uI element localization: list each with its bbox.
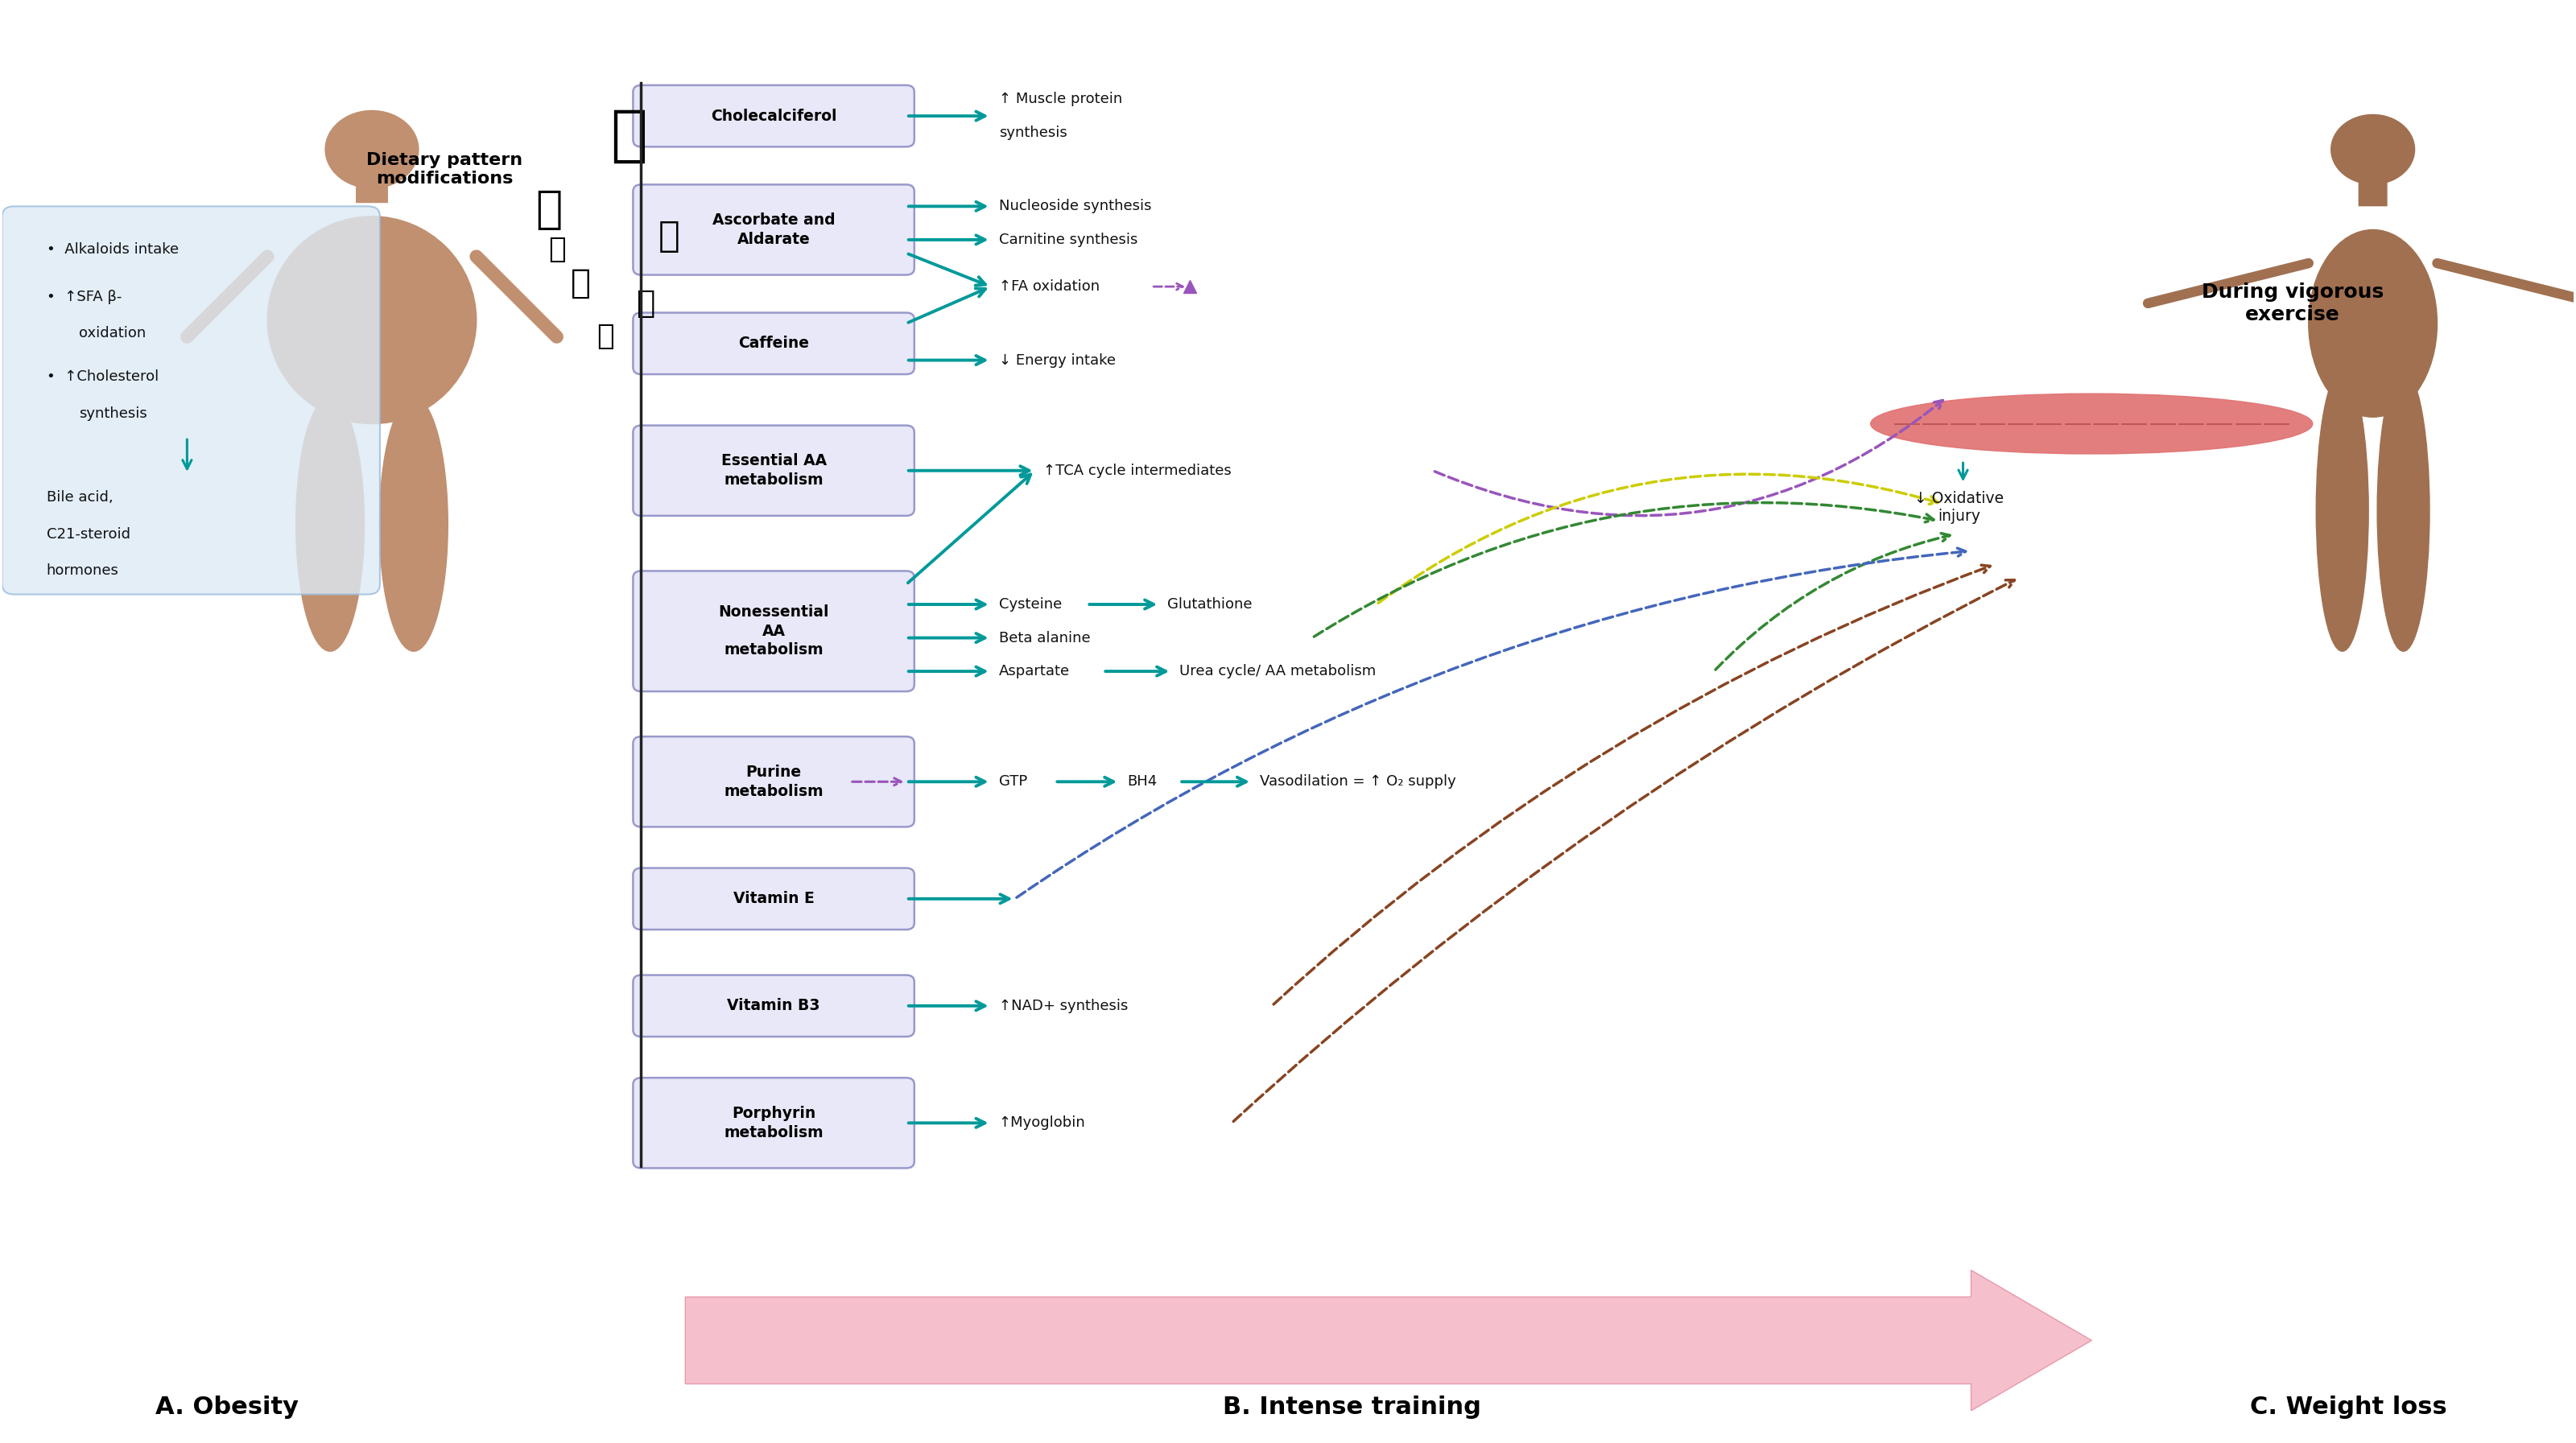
Text: Porphyrin
metabolism: Porphyrin metabolism: [724, 1105, 824, 1140]
FancyBboxPatch shape: [634, 185, 914, 274]
Text: 🐟: 🐟: [572, 267, 590, 300]
Text: B. Intense training: B. Intense training: [1224, 1395, 1481, 1418]
FancyArrow shape: [685, 1270, 2092, 1411]
Circle shape: [2331, 114, 2414, 185]
Text: 🍅: 🍅: [549, 237, 564, 264]
Text: Cysteine: Cysteine: [999, 597, 1061, 612]
Text: Urea cycle/ AA metabolism: Urea cycle/ AA metabolism: [1180, 664, 1376, 678]
Text: Nucleoside synthesis: Nucleoside synthesis: [999, 199, 1151, 214]
FancyBboxPatch shape: [634, 1078, 914, 1169]
Text: 🍇: 🍇: [636, 289, 654, 319]
Text: 🥦: 🥦: [659, 219, 680, 254]
Ellipse shape: [2308, 229, 2437, 417]
Ellipse shape: [2378, 371, 2429, 651]
Text: Vitamin B3: Vitamin B3: [726, 999, 819, 1013]
Text: ↑FA oxidation: ↑FA oxidation: [999, 280, 1100, 294]
FancyBboxPatch shape: [634, 313, 914, 374]
Text: BH4: BH4: [1128, 775, 1157, 789]
Text: During vigorous
exercise: During vigorous exercise: [2202, 283, 2383, 325]
Text: oxidation: oxidation: [80, 326, 147, 341]
FancyBboxPatch shape: [3, 206, 379, 595]
FancyBboxPatch shape: [2360, 169, 2388, 206]
Text: ↑TCA cycle intermediates: ↑TCA cycle intermediates: [1043, 463, 1231, 478]
FancyBboxPatch shape: [634, 426, 914, 515]
Text: Glutathione: Glutathione: [1167, 597, 1252, 612]
Text: Dietary pattern
modifications: Dietary pattern modifications: [366, 152, 523, 188]
FancyBboxPatch shape: [634, 869, 914, 929]
Text: synthesis: synthesis: [999, 126, 1066, 140]
Text: ↓ Oxidative
injury: ↓ Oxidative injury: [1914, 491, 2004, 524]
Text: A. Obesity: A. Obesity: [155, 1395, 299, 1418]
Text: synthesis: synthesis: [80, 407, 147, 421]
Text: •  ↑Cholesterol: • ↑Cholesterol: [46, 369, 160, 384]
Text: ↑ Muscle protein: ↑ Muscle protein: [999, 92, 1123, 107]
Text: Vasodilation = ↑ O₂ supply: Vasodilation = ↑ O₂ supply: [1260, 775, 1455, 789]
FancyBboxPatch shape: [634, 736, 914, 827]
Text: Essential AA
metabolism: Essential AA metabolism: [721, 453, 827, 488]
Circle shape: [325, 111, 417, 188]
Text: Beta alanine: Beta alanine: [999, 631, 1090, 645]
Ellipse shape: [2316, 371, 2367, 651]
Ellipse shape: [268, 216, 477, 424]
Text: ↓ Energy intake: ↓ Energy intake: [999, 354, 1115, 368]
Text: Bile acid,: Bile acid,: [46, 491, 113, 505]
Text: •  Alkaloids intake: • Alkaloids intake: [46, 242, 178, 257]
Text: Caffeine: Caffeine: [739, 336, 809, 351]
Text: GTP: GTP: [999, 775, 1028, 789]
Text: ↑Myoglobin: ↑Myoglobin: [999, 1115, 1084, 1130]
Ellipse shape: [296, 397, 363, 651]
Text: Purine
metabolism: Purine metabolism: [724, 765, 824, 799]
Text: Aspartate: Aspartate: [999, 664, 1069, 678]
FancyBboxPatch shape: [634, 85, 914, 147]
Text: 🍉: 🍉: [536, 188, 562, 231]
Ellipse shape: [1870, 394, 2313, 455]
Text: Vitamin E: Vitamin E: [734, 892, 814, 906]
Text: hormones: hormones: [46, 564, 118, 579]
Text: C. Weight loss: C. Weight loss: [2251, 1395, 2447, 1418]
FancyBboxPatch shape: [355, 163, 389, 203]
Text: Nonessential
AA
metabolism: Nonessential AA metabolism: [719, 605, 829, 658]
Text: Carnitine synthesis: Carnitine synthesis: [999, 232, 1139, 247]
FancyBboxPatch shape: [634, 975, 914, 1036]
Ellipse shape: [379, 397, 448, 651]
Text: Ascorbate and
Aldarate: Ascorbate and Aldarate: [711, 212, 835, 247]
Text: •  ↑SFA β-: • ↑SFA β-: [46, 290, 121, 304]
Text: ↑NAD+ synthesis: ↑NAD+ synthesis: [999, 999, 1128, 1013]
Text: C21-steroid: C21-steroid: [46, 527, 131, 541]
Text: Cholecalciferol: Cholecalciferol: [711, 108, 837, 124]
Text: 🍗: 🍗: [611, 107, 647, 166]
FancyBboxPatch shape: [634, 571, 914, 691]
Text: 🍌: 🍌: [595, 323, 613, 351]
